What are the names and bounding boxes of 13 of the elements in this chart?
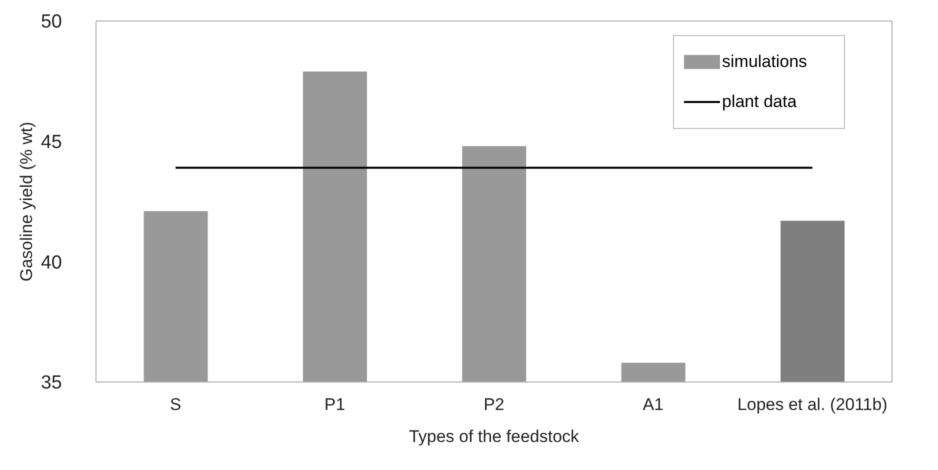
legend-label: plant data	[722, 92, 797, 112]
y-tick-label: 35	[40, 372, 62, 394]
y-tick-label: 40	[40, 252, 62, 274]
x-tick-label: P1	[324, 395, 346, 414]
y-axis-title: Gasoline yield (% wt)	[17, 122, 36, 282]
x-axis-title: Types of the feedstock	[408, 427, 580, 446]
y-tick-label: 50	[40, 12, 62, 33]
x-tick-label: Lopes et al. (2011b)	[737, 395, 888, 414]
x-tick-label: A1	[642, 395, 664, 414]
legend-label: simulations	[722, 52, 808, 72]
x-tick-label: P2	[484, 395, 504, 414]
x-tick-label: S	[170, 395, 182, 414]
y-tick-label: 45	[40, 132, 62, 154]
